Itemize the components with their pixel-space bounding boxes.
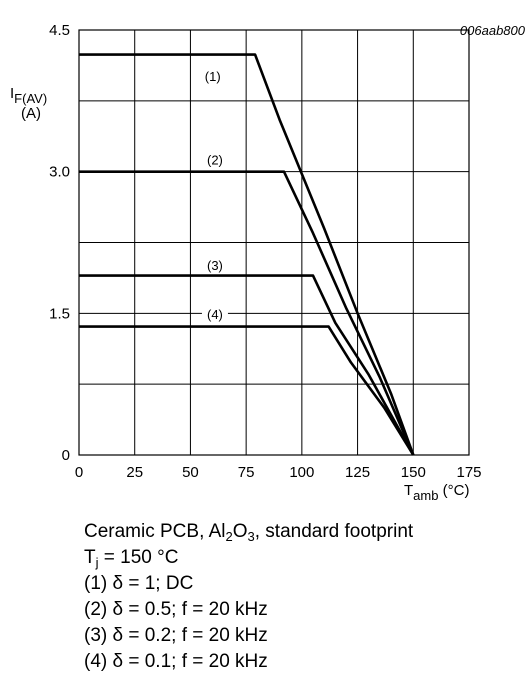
caption-line-6: (4) δ = 0.1; f = 20 kHz (84, 651, 268, 672)
figure-caption: Ceramic PCB, Al2O3, standard footprint T… (84, 519, 413, 675)
y-tick-label: 1.5 (49, 305, 70, 322)
chart-grid (78, 29, 470, 456)
x-axis-label: Tamb (°C) (404, 482, 469, 503)
x-axis-label-main: T (404, 482, 413, 499)
x-axis-label-sub: amb (413, 488, 438, 503)
x-tick-label: 25 (126, 464, 143, 481)
series-label: (1) (205, 69, 221, 84)
caption-line-4: (2) δ = 0.5; f = 20 kHz (84, 599, 268, 620)
series-line (79, 325, 415, 456)
tick-labels: 0 25 50 75 100 125 150 175 0 1.5 3.0 4.5 (49, 22, 481, 481)
x-tick-label: 0 (75, 464, 83, 481)
plot-frame (78, 29, 470, 456)
chart-frame (78, 29, 470, 456)
y-axis-label-sub: F(AV) (14, 91, 47, 106)
series-line (79, 170, 415, 456)
caption-line-1: Ceramic PCB, Al2O3, standard footprint (84, 521, 414, 544)
y-axis-unit: (A) (21, 105, 41, 122)
series-label-bg (201, 257, 228, 274)
series-label: (4) (207, 307, 223, 322)
x-tick-label: 50 (182, 464, 199, 481)
series-label-bg (199, 68, 226, 85)
y-tick-label: 0 (62, 447, 70, 464)
series-label-bg (201, 151, 228, 168)
y-tick-label: 3.0 (49, 164, 70, 181)
figure-id: 006aab800 (460, 23, 526, 38)
series-line (79, 274, 415, 456)
y-tick-label: 4.5 (49, 22, 70, 39)
x-tick-label: 75 (238, 464, 255, 481)
y-axis-label-main: I (10, 85, 14, 102)
series-label: (2) (207, 152, 223, 167)
x-tick-label: 150 (401, 464, 426, 481)
caption-line-3: (1) δ = 1; DC (84, 573, 194, 594)
series-label-bg (201, 306, 228, 323)
x-tick-label: 125 (345, 464, 370, 481)
caption-line-2: Tj = 150 °C (84, 547, 179, 570)
chart-series: (1) (2) (3) (4) (79, 53, 415, 456)
series-label: (3) (207, 258, 223, 273)
x-tick-label: 175 (456, 464, 481, 481)
derating-chart: 006aab800 (1) (2) (3) (4) 0 25 50 75 100 125 150 1… (10, 22, 526, 503)
caption-line-5: (3) δ = 0.2; f = 20 kHz (84, 625, 268, 646)
x-tick-label: 100 (289, 464, 314, 481)
x-axis-label-unit: (°C) (438, 482, 469, 499)
y-axis-label: IF(AV) (10, 85, 47, 106)
series-line (79, 53, 415, 456)
